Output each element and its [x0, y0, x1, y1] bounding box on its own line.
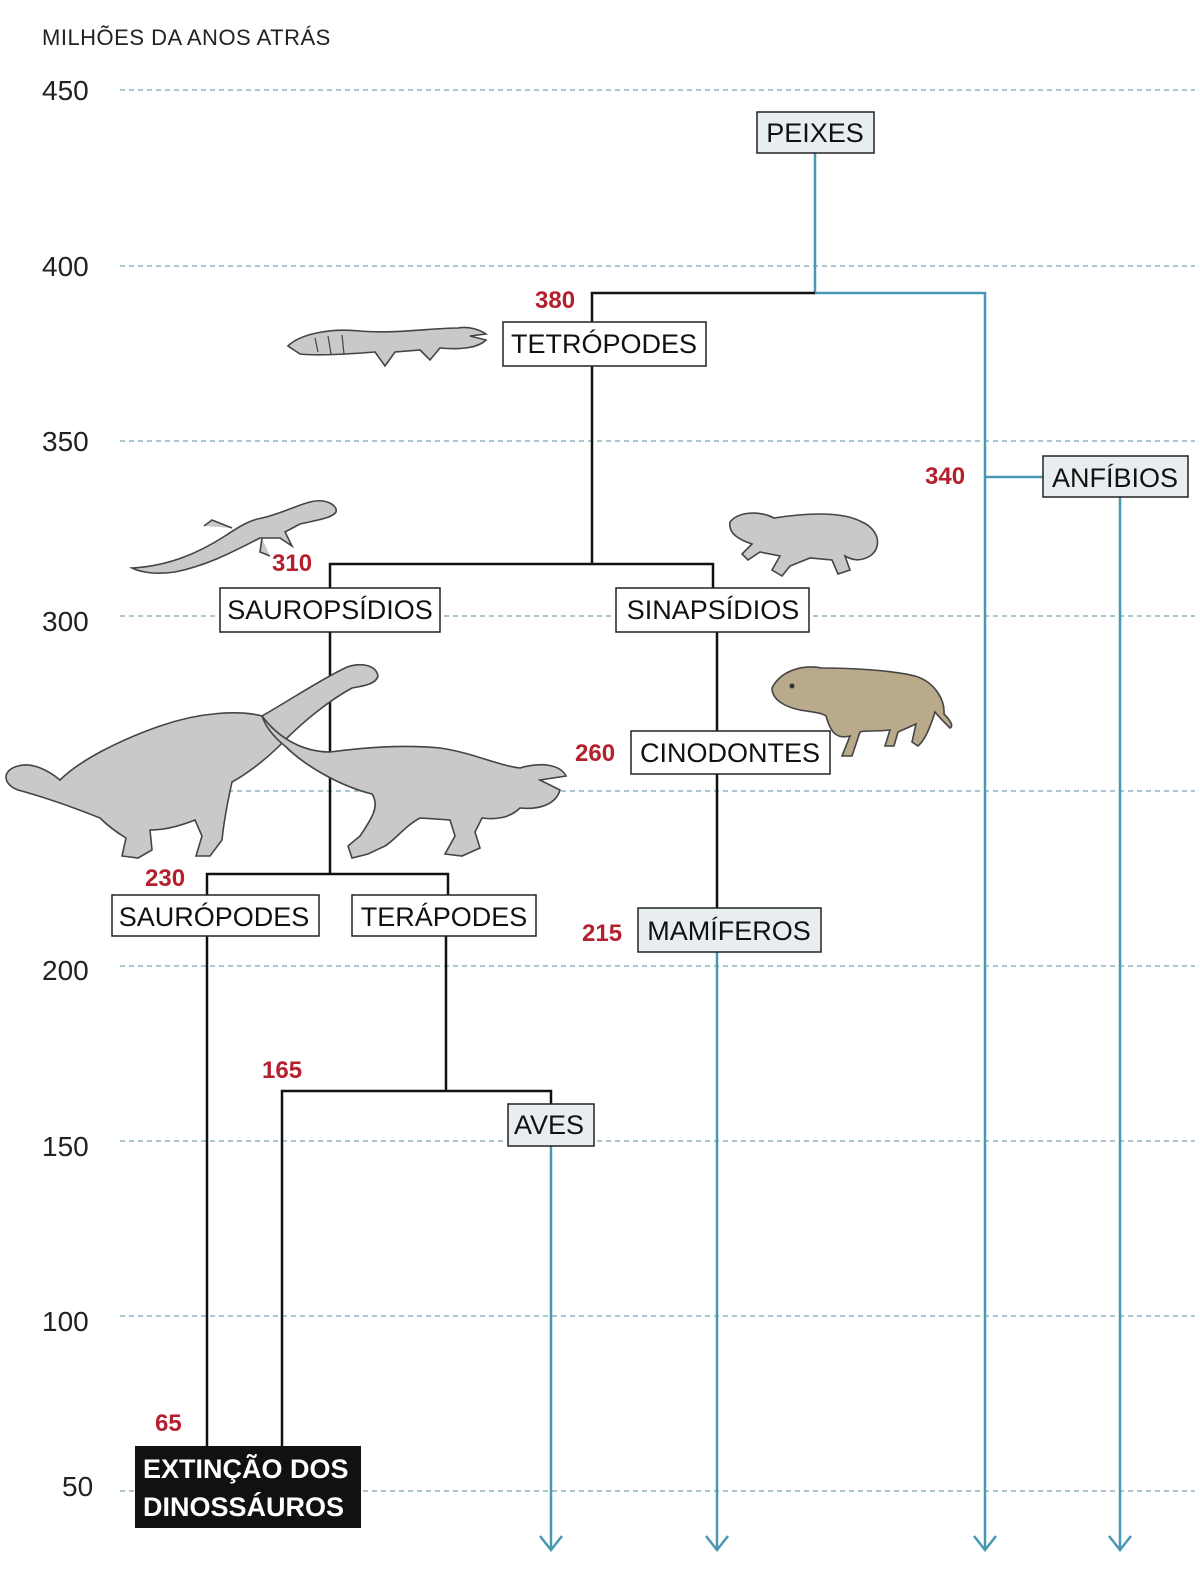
branch-amniota-split	[328, 562, 715, 588]
tick-label: 150	[42, 1131, 89, 1162]
node-sinapsidios: SINAPSÍDIOS	[615, 587, 810, 633]
black-branches	[205, 291, 815, 1446]
gridlines	[120, 89, 1195, 1492]
branch-tetropodes-link	[590, 291, 815, 322]
branch-aves-split	[280, 1089, 553, 1446]
date-cinodontes: 260	[575, 740, 615, 767]
lizard-icon	[128, 500, 337, 575]
blue-branches	[539, 150, 1132, 1553]
tick-label: 100	[42, 1306, 89, 1337]
node-peixes: PEIXES	[756, 111, 875, 154]
arrow-down-icon	[539, 1535, 563, 1553]
date-extincao: 65	[155, 1410, 182, 1437]
arrow-down-icon	[1108, 1535, 1132, 1553]
node-label: TERÁPODES	[361, 902, 528, 932]
synapsid-icon	[729, 512, 879, 578]
node-label: DINOSSÁUROS	[143, 1491, 344, 1522]
node-aves: AVES	[507, 1103, 595, 1147]
theropod-icon	[261, 715, 568, 859]
date-mamiferos: 215	[582, 920, 622, 947]
tick-label: 450	[42, 75, 89, 106]
node-mamiferos: MAMÍFEROS	[637, 907, 822, 953]
node-label: PEIXES	[766, 118, 864, 148]
node-sauropodes: SAURÓPODES	[111, 894, 320, 937]
node-terapodes: TERÁPODES	[351, 894, 537, 937]
node-label: AVES	[514, 1110, 584, 1140]
node-cinodontes: CINODONTES	[630, 730, 831, 775]
node-label: EXTINÇÃO DOS	[143, 1453, 349, 1484]
node-sauropsidios: SAUROPSÍDIOS	[219, 587, 441, 633]
cynodont-icon	[771, 666, 953, 757]
tick-label: 350	[42, 426, 89, 457]
arrow-down-icon	[705, 1535, 729, 1553]
tick-label: 200	[42, 955, 89, 986]
node-label: SAURÓPODES	[119, 901, 310, 932]
branch-peixes	[813, 150, 987, 1548]
branch-dino-split	[205, 872, 450, 895]
date-anfibios: 340	[925, 463, 965, 490]
node-label: MAMÍFEROS	[647, 916, 811, 946]
node-extincao: EXTINÇÃO DOS DINOSSÁUROS	[135, 1446, 361, 1528]
date-tetropodes: 380	[535, 287, 575, 314]
sauropod-icon	[5, 663, 379, 859]
node-anfibios: ANFÍBIOS	[1042, 455, 1189, 498]
node-label: SAUROPSÍDIOS	[227, 595, 433, 625]
tick-label: 400	[42, 251, 89, 282]
arrow-down-icon	[973, 1535, 997, 1553]
y-axis: 450 400 350 300 200 150 100 50	[42, 75, 93, 1502]
tick-label: 300	[42, 606, 89, 637]
date-sauropodes: 230	[145, 865, 185, 892]
tick-label: 50	[62, 1471, 93, 1502]
date-labels: 380 340 310 260 230 215 165 65	[145, 287, 965, 1437]
axis-title: MILHÕES DA ANOS ATRÁS	[42, 25, 331, 50]
early-tetrapod-icon	[286, 326, 489, 368]
node-tetropodes: TETRÓPODES	[502, 321, 707, 367]
node-label: SINAPSÍDIOS	[627, 595, 800, 625]
node-label: TETRÓPODES	[511, 328, 697, 359]
node-label: CINODONTES	[640, 738, 820, 768]
date-aves: 165	[262, 1057, 302, 1084]
node-label: ANFÍBIOS	[1052, 463, 1178, 493]
date-sauropsidios: 310	[272, 550, 312, 577]
